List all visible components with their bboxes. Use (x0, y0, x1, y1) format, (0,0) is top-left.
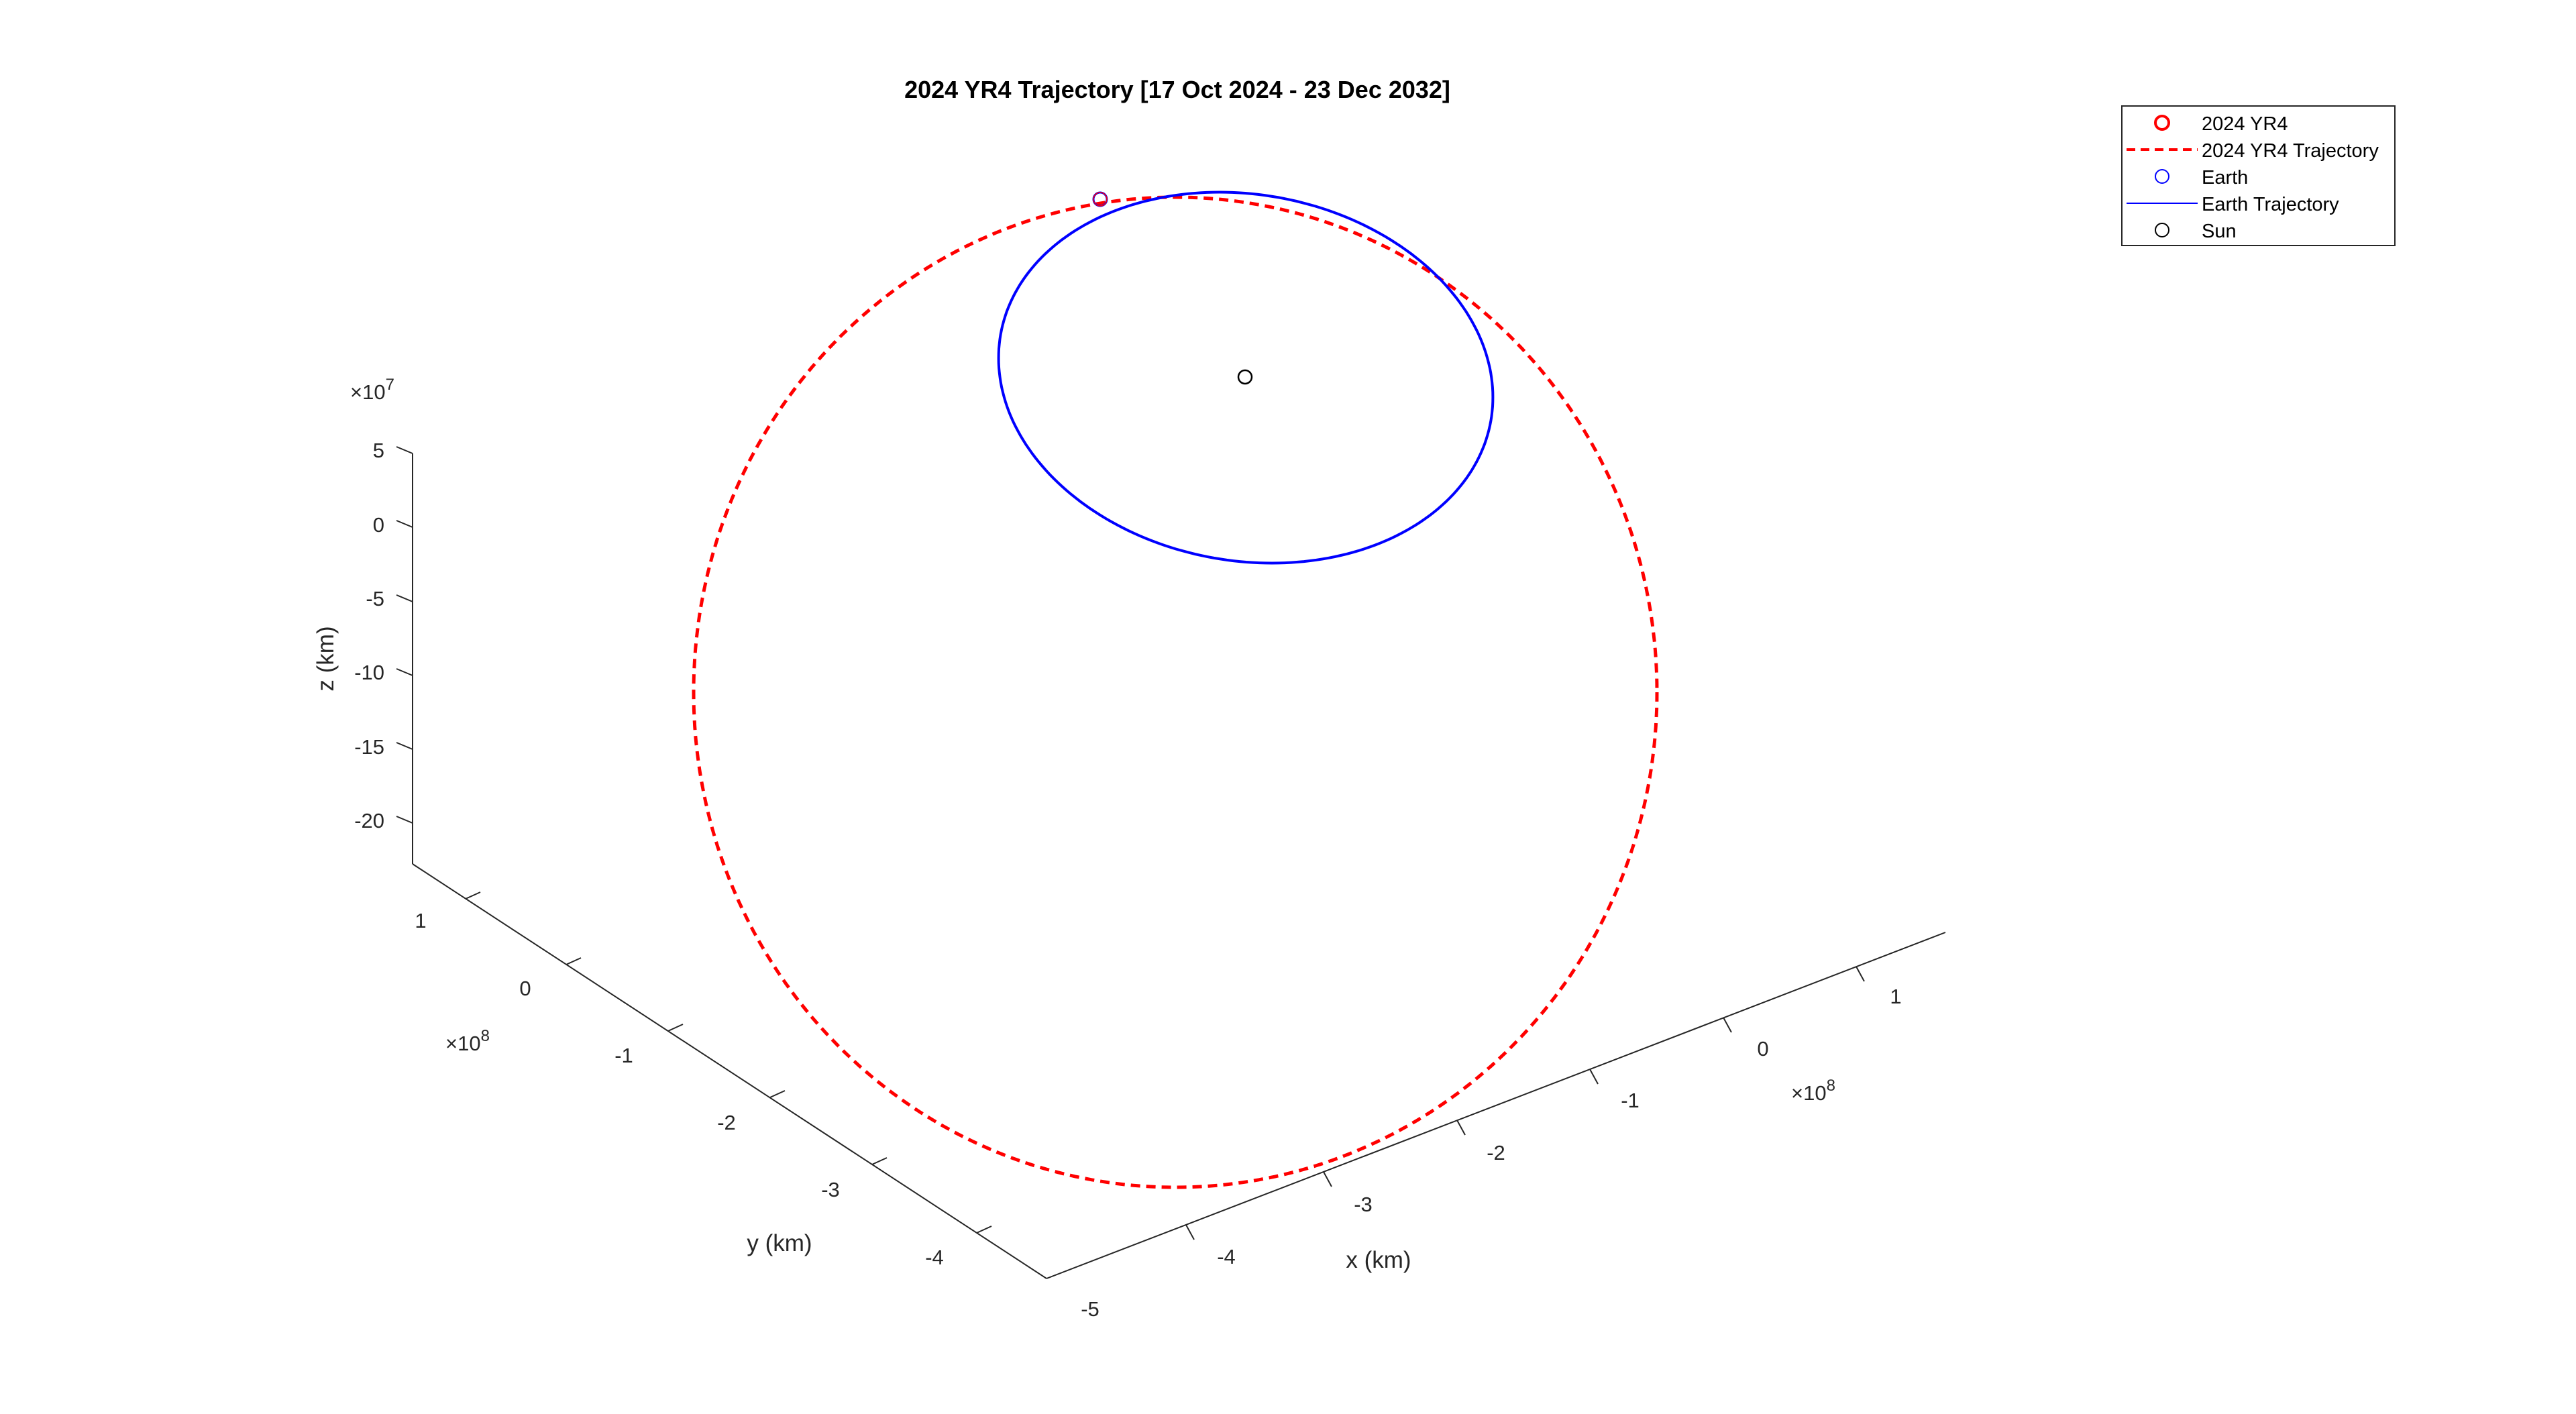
z-tick-label: -15 (354, 735, 384, 759)
x-tick (1723, 1017, 1732, 1033)
y-exponent-power: 8 (481, 1027, 490, 1045)
z-tick (396, 742, 413, 750)
legend-yr4-label: 2024 YR4 (2202, 113, 2288, 135)
z-tick-label: -5 (366, 587, 384, 610)
x-tick (1589, 1069, 1599, 1085)
z-tick (396, 594, 413, 602)
z-tick (396, 668, 413, 676)
yr4-marker (1093, 192, 1108, 207)
sun-marker (1237, 369, 1253, 385)
y-exponent: ×108 (445, 1027, 490, 1055)
legend-box (2121, 105, 2396, 246)
x-tick-label: 0 (1757, 1037, 1768, 1060)
y-ticks (465, 891, 992, 1234)
y-tick-label: 0 (519, 977, 531, 1000)
z-tick-label: -10 (354, 661, 384, 684)
z-tick (396, 816, 413, 824)
z-exponent-base: ×10 (350, 380, 386, 404)
z-tick-label: -20 (354, 809, 384, 832)
y-tick-label: -4 (925, 1246, 944, 1269)
z-exponent: ×107 (350, 376, 394, 404)
earth-trajectory-line (997, 191, 1495, 565)
y-exponent-base: ×10 (445, 1032, 481, 1055)
chart-title: 2024 YR4 Trajectory [17 Oct 2024 - 23 De… (904, 76, 1450, 103)
y-tick (566, 957, 582, 965)
x-exponent-base: ×10 (1791, 1081, 1827, 1105)
legend-sun-marker (2155, 223, 2169, 237)
x-tick (1456, 1120, 1466, 1136)
x-axis-label: x (km) (1346, 1247, 1411, 1273)
y-tick (667, 1024, 684, 1032)
y-tick (871, 1157, 888, 1165)
legend-earth-label: Earth (2202, 167, 2248, 188)
x-tick-label: -4 (1217, 1245, 1236, 1268)
z-tick-labels: 5 0 -5 -10 -15 -20 (354, 439, 384, 832)
plot-area (692, 191, 1659, 1189)
legend-item-earth: Earth (2155, 167, 2248, 188)
legend-yr4-marker (2154, 115, 2170, 131)
y-axis-label: y (km) (747, 1230, 812, 1256)
x-exponent-power: 8 (1827, 1077, 1835, 1095)
legend: 2024 YR4 2024 YR4 Trajectory Earth Earth… (2121, 105, 2396, 246)
x-tick (1856, 966, 1865, 982)
y-tick-label: 1 (415, 909, 426, 932)
legend-yr4-trajectory-label: 2024 YR4 Trajectory (2202, 140, 2379, 162)
z-ticks (396, 446, 413, 824)
yr4-trajectory-line (692, 195, 1659, 1189)
y-tick (465, 891, 481, 900)
y-axis-line (412, 863, 1047, 1279)
legend-item-yr4: 2024 YR4 (2154, 113, 2288, 135)
legend-item-earth-trajectory: Earth Trajectory (2127, 194, 2339, 215)
y-tick-label: -1 (614, 1044, 633, 1067)
legend-item-yr4-trajectory: 2024 YR4 Trajectory (2127, 140, 2379, 162)
z-axis-label: z (km) (313, 626, 339, 691)
x-exponent: ×108 (1791, 1077, 1835, 1105)
z-tick-label: 5 (373, 439, 384, 462)
z-tick (396, 446, 413, 454)
x-ticks (1185, 966, 1865, 1240)
x-axis-line (1046, 932, 1946, 1279)
x-tick-labels: -5 -4 -3 -2 -1 0 1 (1081, 985, 1901, 1321)
axes (412, 453, 1946, 1279)
z-tick (396, 520, 413, 528)
x-tick (1323, 1171, 1332, 1187)
y-tick (976, 1226, 992, 1234)
x-tick-label: -1 (1621, 1089, 1640, 1112)
x-tick-label: -5 (1081, 1297, 1099, 1321)
legend-sun-label: Sun (2202, 221, 2237, 242)
x-tick-label: -3 (1354, 1193, 1373, 1216)
y-tick (769, 1090, 786, 1098)
y-tick-labels: 1 0 -1 -2 -3 -4 (415, 909, 943, 1269)
legend-earth-trajectory-label: Earth Trajectory (2202, 194, 2339, 215)
x-tick (1185, 1224, 1195, 1240)
z-tick-label: 0 (373, 513, 384, 537)
y-tick-label: -3 (821, 1178, 840, 1201)
x-tick-label: -2 (1487, 1141, 1505, 1164)
x-tick-label: 1 (1890, 985, 1901, 1008)
legend-earth-marker (2155, 169, 2169, 184)
y-tick-label: -2 (717, 1111, 736, 1134)
legend-item-sun: Sun (2155, 221, 2237, 242)
z-exponent-power: 7 (386, 376, 394, 394)
